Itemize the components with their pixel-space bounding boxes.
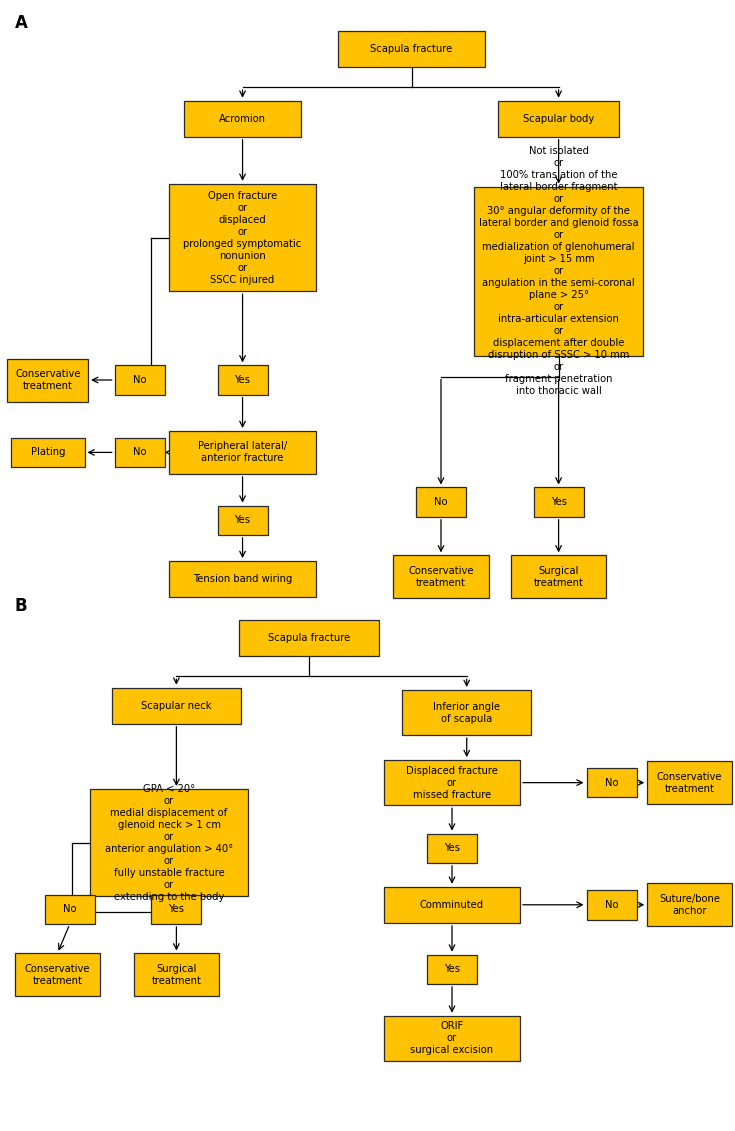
FancyBboxPatch shape xyxy=(169,561,316,597)
Text: No: No xyxy=(63,905,76,914)
Text: B: B xyxy=(15,597,27,615)
Text: Scapula fracture: Scapula fracture xyxy=(268,633,350,642)
FancyBboxPatch shape xyxy=(184,101,301,137)
Text: Inferior angle
of scapula: Inferior angle of scapula xyxy=(433,701,501,724)
Text: No: No xyxy=(133,448,146,457)
FancyBboxPatch shape xyxy=(474,187,643,356)
FancyBboxPatch shape xyxy=(427,955,477,984)
Text: Yes: Yes xyxy=(234,375,251,385)
Text: Conservative
treatment: Conservative treatment xyxy=(408,566,474,588)
Text: Suture/bone
anchor: Suture/bone anchor xyxy=(659,893,720,916)
FancyBboxPatch shape xyxy=(384,1016,520,1061)
FancyBboxPatch shape xyxy=(134,953,219,996)
FancyBboxPatch shape xyxy=(393,555,489,598)
FancyBboxPatch shape xyxy=(402,690,531,735)
FancyBboxPatch shape xyxy=(218,506,268,535)
FancyBboxPatch shape xyxy=(647,761,731,804)
FancyBboxPatch shape xyxy=(7,359,88,402)
Text: Not isolated
or
100% translation of the
lateral border fragment
or
30° angular d: Not isolated or 100% translation of the … xyxy=(478,146,639,397)
FancyBboxPatch shape xyxy=(239,620,379,656)
Text: Yes: Yes xyxy=(444,844,460,853)
Text: ORIF
or
surgical excision: ORIF or surgical excision xyxy=(410,1021,494,1055)
Text: No: No xyxy=(605,778,618,787)
Text: Surgical
treatment: Surgical treatment xyxy=(151,964,201,986)
FancyBboxPatch shape xyxy=(534,487,584,517)
Text: No: No xyxy=(605,900,618,909)
FancyBboxPatch shape xyxy=(169,431,316,474)
FancyBboxPatch shape xyxy=(647,883,731,926)
Text: Conservative
treatment: Conservative treatment xyxy=(24,964,90,986)
FancyBboxPatch shape xyxy=(587,768,637,797)
Text: Yes: Yes xyxy=(551,498,567,507)
FancyBboxPatch shape xyxy=(151,895,201,924)
FancyBboxPatch shape xyxy=(115,365,165,395)
FancyBboxPatch shape xyxy=(169,184,316,291)
FancyBboxPatch shape xyxy=(112,688,240,724)
Text: GPA < 20°
or
medial displacement of
glenoid neck > 1 cm
or
anterior angulation >: GPA < 20° or medial displacement of glen… xyxy=(105,784,233,901)
Text: Yes: Yes xyxy=(168,905,184,914)
Text: Conservative
treatment: Conservative treatment xyxy=(656,771,723,794)
FancyBboxPatch shape xyxy=(384,887,520,923)
Text: Surgical
treatment: Surgical treatment xyxy=(534,566,584,588)
FancyBboxPatch shape xyxy=(416,487,466,517)
Text: No: No xyxy=(434,498,448,507)
FancyBboxPatch shape xyxy=(498,101,619,137)
Text: Open fracture
or
displaced
or
prolonged symptomatic
nonunion
or
SSCC injured: Open fracture or displaced or prolonged … xyxy=(184,190,301,285)
FancyBboxPatch shape xyxy=(115,438,165,467)
Text: Displaced fracture
or
missed fracture: Displaced fracture or missed fracture xyxy=(406,766,498,800)
FancyBboxPatch shape xyxy=(427,834,477,863)
Text: Plating: Plating xyxy=(31,448,65,457)
Text: Yes: Yes xyxy=(234,516,251,525)
FancyBboxPatch shape xyxy=(11,438,85,467)
FancyBboxPatch shape xyxy=(511,555,606,598)
FancyBboxPatch shape xyxy=(587,890,637,920)
FancyBboxPatch shape xyxy=(218,365,268,395)
Text: Peripheral lateral/
anterior fracture: Peripheral lateral/ anterior fracture xyxy=(198,441,287,464)
Text: No: No xyxy=(133,375,146,385)
FancyBboxPatch shape xyxy=(90,789,248,896)
Text: Tension band wiring: Tension band wiring xyxy=(193,575,293,584)
Text: A: A xyxy=(15,14,28,32)
Text: Yes: Yes xyxy=(444,965,460,974)
Text: Scapular neck: Scapular neck xyxy=(141,701,212,710)
FancyBboxPatch shape xyxy=(45,895,95,924)
Text: Conservative
treatment: Conservative treatment xyxy=(15,369,81,391)
Text: Comminuted: Comminuted xyxy=(420,900,484,909)
FancyBboxPatch shape xyxy=(338,31,485,67)
Text: Scapula fracture: Scapula fracture xyxy=(370,44,453,53)
Text: Scapular body: Scapular body xyxy=(523,114,594,123)
Text: Acromion: Acromion xyxy=(219,114,266,123)
FancyBboxPatch shape xyxy=(15,953,99,996)
FancyBboxPatch shape xyxy=(384,760,520,805)
